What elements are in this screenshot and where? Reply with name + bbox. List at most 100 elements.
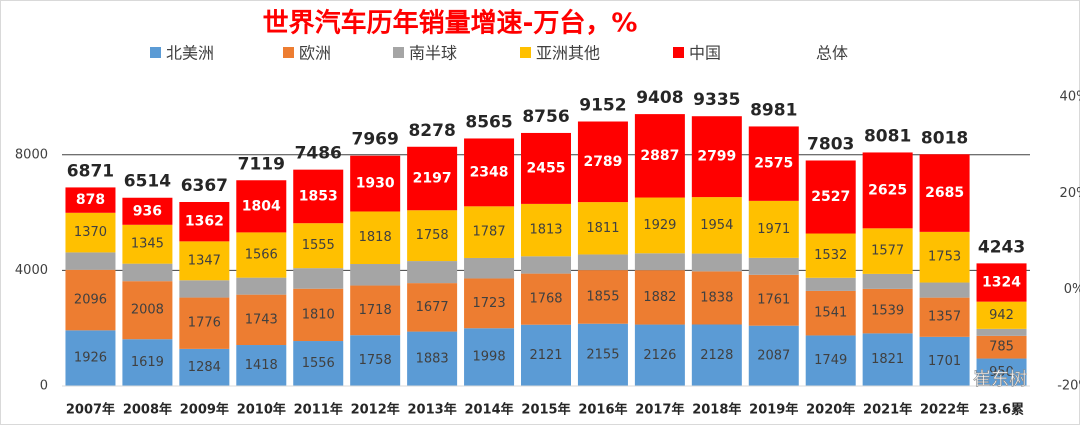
data-label: 2625: [868, 182, 907, 198]
bar-segment: [464, 206, 515, 258]
data-label: 1555: [302, 238, 335, 253]
bar-segment: [919, 231, 970, 283]
data-label: 2121: [529, 348, 562, 363]
data-label: 1677: [416, 300, 449, 315]
bar-segment: [293, 268, 344, 289]
total-label: 8081: [864, 126, 911, 146]
legend-label: 南半球: [409, 44, 457, 63]
total-label: 8756: [522, 107, 569, 127]
bar-segment: [919, 282, 970, 298]
x-tick-label: 23.6累: [979, 402, 1024, 418]
data-label: 2527: [811, 189, 850, 205]
bar-segment: [236, 345, 287, 386]
x-tick-label: 2012年: [351, 402, 400, 418]
x-tick-label: 2014年: [464, 402, 513, 418]
data-label: 950: [989, 365, 1014, 380]
bar-segment: [862, 333, 913, 386]
legend-label: 欧洲: [299, 44, 331, 63]
data-label: 1818: [359, 230, 392, 245]
bar-segment: [862, 273, 913, 289]
data-label: 1541: [814, 306, 847, 321]
bar-segment: [179, 241, 230, 281]
bar-segment: [464, 138, 515, 207]
bar-segment: [293, 223, 344, 269]
total-label: 4243: [978, 237, 1025, 257]
bar-segment: [65, 252, 116, 270]
bar-segment: [691, 197, 742, 254]
bar-segment: [464, 257, 515, 279]
total-label: 8565: [465, 112, 512, 132]
data-label: 1882: [643, 290, 676, 305]
bar-segment: [521, 273, 571, 325]
data-label: 936: [133, 203, 162, 219]
bar-segment: [293, 341, 344, 386]
data-label: 1362: [185, 214, 224, 230]
bar-segment: [521, 132, 571, 204]
data-label: 2455: [527, 160, 566, 176]
bar-segment: [236, 277, 287, 295]
chart-title: 世界汽车历年销量增速-万台，%: [263, 8, 638, 39]
data-label: 1954: [700, 218, 733, 233]
data-label: 1813: [529, 223, 562, 238]
bar-segment: [691, 116, 742, 198]
bar-segment: [236, 180, 287, 233]
data-label: 2126: [643, 348, 676, 363]
x-tick-label: 2013年: [408, 402, 457, 418]
bar-segment: [293, 169, 344, 224]
data-label: 1761: [757, 293, 790, 308]
y2-tick-label: 0%: [1064, 282, 1080, 297]
bar-segment: [862, 152, 913, 229]
data-label: 1539: [871, 304, 904, 319]
data-label: 1723: [473, 296, 506, 311]
y-tick-label: 0: [40, 379, 48, 394]
x-tick-label: 2021年: [863, 402, 912, 418]
bar-segment: [407, 283, 458, 332]
bar-segment: [634, 324, 685, 386]
watermark: 崔东树: [973, 369, 1027, 390]
data-label: 2008: [131, 303, 164, 318]
data-label: 1811: [586, 221, 619, 236]
bar-segment: [350, 155, 401, 212]
bar-segment: [862, 228, 913, 274]
data-label: 1855: [586, 289, 619, 304]
total-label: 6367: [181, 176, 228, 196]
bar-segment: [122, 281, 173, 340]
bar-segment: [919, 297, 970, 337]
bar-segment: [350, 264, 401, 286]
bar-segment: [464, 278, 515, 329]
x-tick-label: 2020年: [806, 402, 855, 418]
y2-tick-label: 40%: [1060, 90, 1080, 105]
total-label: 8018: [921, 128, 968, 148]
data-label: 2096: [74, 293, 107, 308]
data-label: 1418: [245, 358, 278, 373]
data-label: 2575: [754, 156, 793, 172]
data-label: 2799: [697, 149, 736, 165]
total-label: 7119: [238, 154, 285, 174]
bar-segment: [179, 280, 230, 298]
bar-segment: [122, 263, 173, 282]
bar-segment: [748, 325, 799, 386]
bar-segment: [122, 339, 173, 386]
total-label: 8278: [408, 121, 455, 141]
data-label: 2087: [757, 348, 790, 363]
bar-segment: [521, 203, 571, 257]
bar-segment: [407, 331, 458, 386]
bar-segment: [634, 253, 685, 271]
data-label: 1743: [245, 312, 278, 327]
data-label: 1345: [131, 237, 164, 252]
bar-segment: [577, 202, 628, 255]
x-tick-label: 2018年: [692, 402, 741, 418]
data-label: 1577: [871, 244, 904, 259]
bar-segment: [577, 254, 628, 271]
bar-segment: [407, 210, 458, 262]
x-tick-label: 2022年: [920, 402, 969, 418]
bar-segment: [407, 261, 458, 284]
data-label: 1998: [473, 350, 506, 365]
x-tick-label: 2011年: [294, 402, 343, 418]
bar-segment: [122, 197, 173, 225]
bar-segment: [919, 336, 970, 386]
bar-segment: [976, 328, 1027, 336]
total-label: 7486: [295, 144, 342, 164]
bar-segment: [748, 126, 799, 201]
